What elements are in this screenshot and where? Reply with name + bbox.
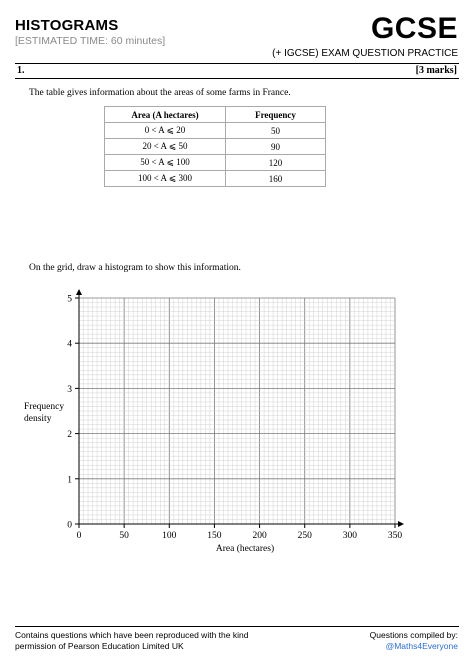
x-axis-arrow-icon	[398, 521, 404, 527]
gcse-brand: GCSE	[370, 12, 458, 45]
grid-lines	[78, 297, 396, 525]
compiler-label: Questions compiled by:	[369, 630, 458, 640]
y-tick-label: 0	[67, 521, 72, 531]
y-axis-label-line1: Frequency	[24, 402, 64, 412]
compiler-handle-link[interactable]: @Maths4Everyone	[385, 641, 458, 651]
x-tick-label: 300	[343, 531, 358, 541]
table-row: 100 < A ⩽ 300 160	[104, 170, 326, 187]
y-tick-label: 1	[67, 475, 72, 485]
x-tick-label: 250	[298, 531, 313, 541]
y-tick-label: 2	[67, 430, 72, 440]
worksheet-title: HISTOGRAMS	[15, 17, 119, 34]
question-marks: [3 marks]	[415, 65, 457, 76]
copyright-line2: permission of Pearson Education Limited …	[15, 641, 184, 651]
frequency-cell: 160	[225, 170, 326, 187]
y-tick-labels: 0 1 2 3 4 5	[67, 295, 79, 531]
compiler-credit: Questions compiled by: @Maths4Everyone	[370, 630, 458, 652]
axes	[76, 289, 404, 527]
estimated-time: [ESTIMATED TIME: 60 minutes]	[15, 35, 166, 47]
question-intro: The table gives information about the ar…	[29, 88, 291, 98]
histogram-grid[interactable]: 0 1 2 3 4 5 0 50 100 150 200 250 300 350 Frequency d…	[0, 0, 474, 620]
y-tick-label: 5	[67, 295, 72, 305]
question-header-bar: 1. [3 marks]	[15, 63, 459, 79]
y-tick-label: 3	[67, 385, 72, 395]
footer-divider	[15, 626, 459, 627]
exam-practice-subtitle: (+ IGCSE) EXAM QUESTION PRACTICE	[272, 48, 458, 59]
x-tick-label: 350	[388, 531, 403, 541]
frequency-table: Area (A hectares) Frequency 0 < A ⩽ 20 5…	[104, 106, 326, 187]
y-axis-label-line2: density	[24, 414, 52, 424]
x-tick-labels: 0 50 100 150 200 250 300 350	[77, 524, 403, 541]
x-tick-label: 200	[252, 531, 267, 541]
x-tick-label: 150	[207, 531, 222, 541]
x-tick-label: 0	[77, 531, 82, 541]
question-number: 1.	[17, 65, 25, 76]
copyright-line1: Contains questions which have been repro…	[15, 630, 249, 640]
x-tick-label: 50	[119, 531, 129, 541]
table-row: 0 < A ⩽ 20 50	[104, 122, 326, 139]
y-tick-label: 4	[67, 340, 72, 350]
x-axis-label: Area (hectares)	[216, 543, 274, 554]
y-axis-arrow-icon	[76, 289, 82, 295]
question-instruction: On the grid, draw a histogram to show th…	[29, 263, 241, 273]
table-row: 20 < A ⩽ 50 90	[104, 138, 326, 155]
x-tick-label: 100	[162, 531, 177, 541]
copyright-notice: Contains questions which have been repro…	[15, 630, 315, 652]
